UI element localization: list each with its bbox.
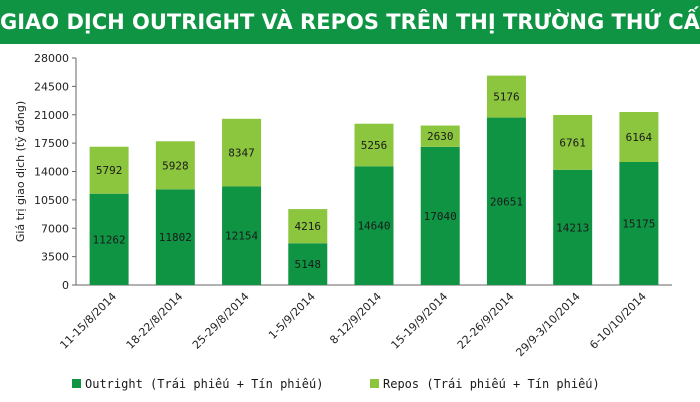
bar-repos: [288, 209, 328, 244]
data-label-outright: 14213: [556, 221, 589, 234]
data-label-repos: 8347: [228, 147, 255, 160]
bar-outright: [553, 169, 593, 285]
data-label-repos: 6761: [559, 136, 586, 149]
bar-outright: [486, 117, 526, 285]
x-tick-label: 18-22/8/2014: [124, 290, 186, 352]
y-tick-label: 17500: [34, 137, 69, 150]
bar-outright: [354, 166, 394, 285]
data-label-repos: 2630: [427, 130, 454, 143]
data-label-repos: 4216: [295, 220, 322, 233]
bar-repos: [619, 112, 659, 162]
data-label-outright: 11802: [159, 231, 192, 244]
legend-swatch-repos: [370, 379, 379, 388]
y-tick-label: 7000: [41, 222, 69, 235]
y-tick-label: 10500: [34, 194, 69, 207]
x-tick-label: 1-5/9/2014: [266, 290, 318, 342]
data-label-outright: 11262: [93, 233, 126, 246]
data-label-outright: 14640: [357, 220, 390, 233]
data-label-outright: 17040: [424, 210, 457, 223]
data-label-repos: 5928: [162, 159, 189, 172]
y-tick-label: 0: [62, 279, 69, 292]
y-tick-label: 21000: [34, 109, 69, 122]
x-tick-label: 8-12/9/2014: [327, 290, 384, 347]
bar-outright: [89, 193, 129, 285]
data-label-outright: 5148: [295, 258, 322, 271]
data-label-repos: 5176: [493, 91, 520, 104]
x-tick-label: 15-19/9/2014: [389, 290, 451, 352]
y-tick-label: 14000: [34, 166, 69, 179]
title-banner: GIAO DỊCH OUTRIGHT VÀ REPOS TRÊN THỊ TRƯ…: [0, 0, 700, 44]
bar-outright: [420, 146, 460, 285]
bar-outright: [222, 186, 262, 285]
data-label-repos: 6164: [626, 131, 653, 144]
x-tick-label: 6-10/10/2014: [587, 290, 649, 352]
bar-outright: [619, 161, 659, 285]
stacked-bar-chart: 0 3500 7000 10500 14000 17500 21000 24500 28000 G…: [14, 52, 672, 391]
x-tick-label: 11-15/8/2014: [57, 290, 119, 352]
bar-repos: [155, 141, 195, 190]
y-axis-label: Giá trị giao dịch (tỷ đồng): [14, 101, 27, 242]
bar-outright: [155, 189, 195, 285]
y-tick-label: 24500: [34, 80, 69, 93]
data-label-outright: 12154: [225, 230, 258, 243]
x-tick-label: 29/9-3/10/2014: [513, 290, 582, 359]
bar-repos: [89, 146, 129, 194]
legend-label-repos: Repos (Trái phiếu + Tín phiếu): [383, 377, 600, 391]
x-tick-label: 22-26/9/2014: [455, 290, 517, 352]
bar-outright: [288, 243, 328, 285]
bar-repos: [553, 114, 593, 170]
legend-label-outright: Outright (Trái phiếu + Tín phiếu): [85, 377, 323, 391]
legend-swatch-outright: [72, 379, 81, 388]
data-label-repos: 5256: [361, 139, 388, 152]
bar-repos: [222, 118, 262, 187]
chart-title: GIAO DỊCH OUTRIGHT VÀ REPOS TRÊN THỊ TRƯ…: [0, 10, 700, 34]
bar-repos: [354, 123, 394, 167]
data-label-outright: 15175: [622, 217, 655, 230]
x-tick-label: 25-29/8/2014: [190, 290, 252, 352]
y-tick-label: 28000: [34, 52, 69, 65]
y-tick-label: 3500: [41, 251, 69, 264]
bar-repos: [486, 75, 526, 118]
data-label-repos: 5792: [96, 164, 123, 177]
bar-repos: [420, 125, 460, 147]
data-label-outright: 20651: [490, 195, 523, 208]
